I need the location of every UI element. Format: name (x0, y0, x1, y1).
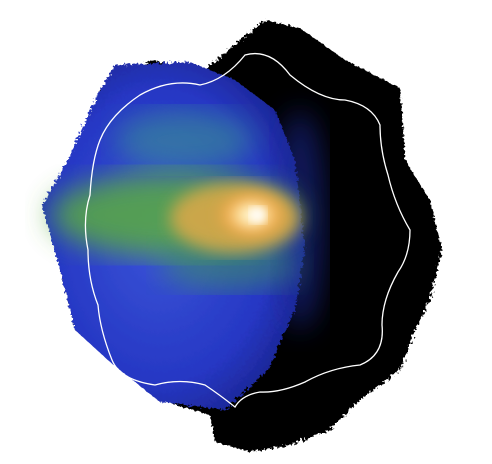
contour (84, 52, 411, 408)
green-lower (160, 240, 300, 290)
green-upper (115, 110, 255, 170)
core (250, 207, 266, 223)
